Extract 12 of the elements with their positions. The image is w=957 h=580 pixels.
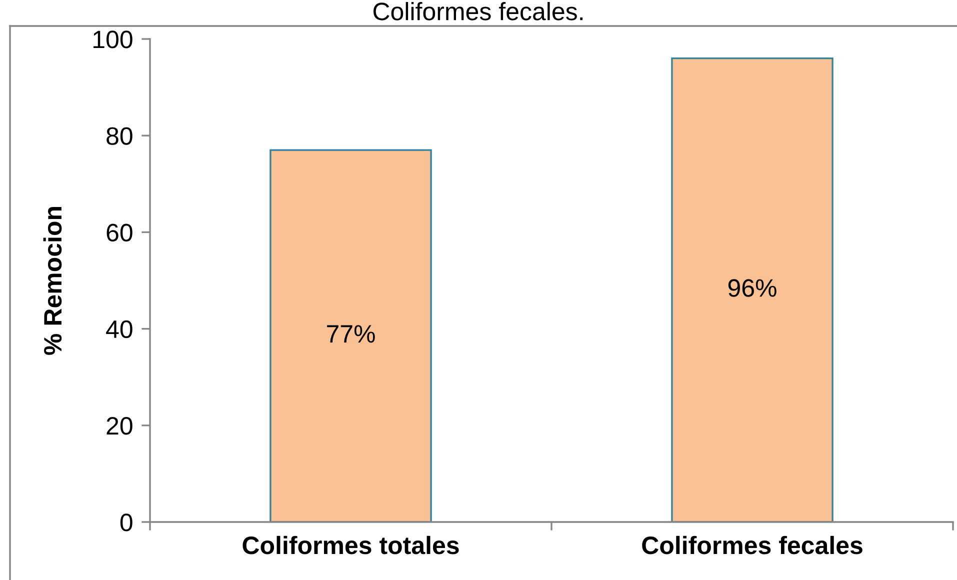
y-tick-label: 100: [94, 30, 132, 48]
y-tick-label: 40: [106, 320, 132, 338]
y-tick-label: 0: [120, 514, 132, 532]
y-tick-label: 20: [106, 417, 132, 435]
y-tick-label: 60: [106, 224, 132, 242]
y-axis-title: % Remocion: [43, 207, 62, 355]
chart-title: Coliformes fecales.: [373, 2, 583, 20]
x-tick-label: Coliformes totales: [242, 536, 459, 554]
y-tick-label: 80: [106, 127, 132, 145]
x-tick-label: Coliformes fecales: [642, 536, 862, 554]
data-label: 96%: [728, 279, 776, 297]
data-label: 77%: [327, 325, 375, 343]
